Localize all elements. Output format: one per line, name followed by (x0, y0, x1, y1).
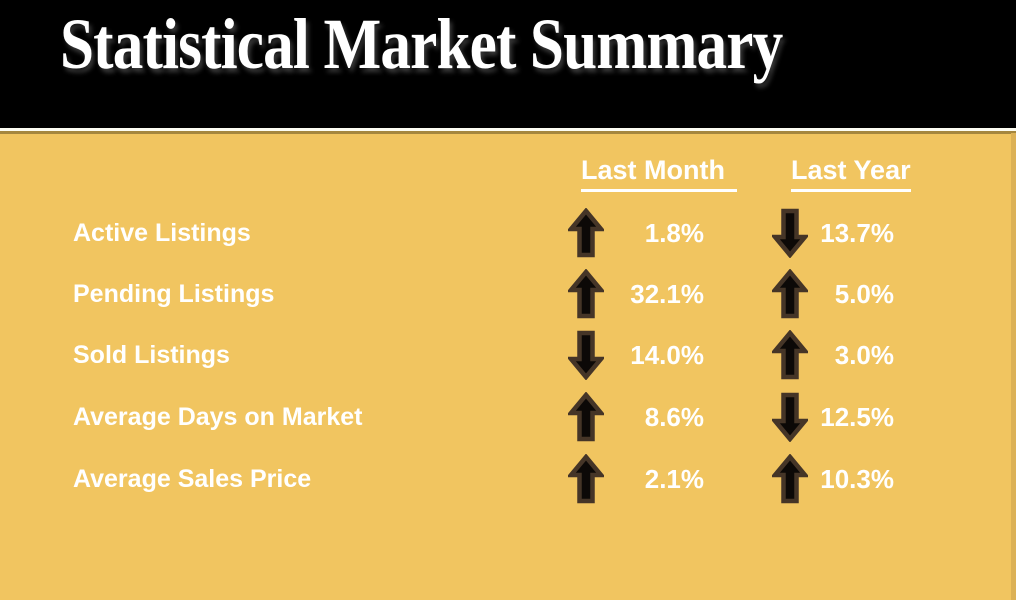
trend-arrow-icon (568, 392, 604, 442)
column-header-last-year: Last Year (791, 155, 911, 192)
last-month-value: 1.8% (644, 218, 704, 248)
last-year-value: 13.7% (820, 218, 894, 248)
row-label: Sold Listings (73, 341, 230, 369)
last-month-value: 2.1% (644, 464, 704, 494)
column-header-last-year-label: Last Year (791, 155, 911, 192)
divider-line-white (0, 128, 1016, 131)
table-row: Average Sales Price 2.1% 10.3% (0, 452, 1016, 506)
column-header-last-month: Last Month (578, 155, 740, 192)
trend-arrow-icon (772, 454, 808, 504)
last-year-value: 12.5% (820, 402, 894, 432)
table-row: Average Days on Market 8.6% 12.5% (0, 390, 1016, 444)
last-month-value: 8.6% (644, 402, 704, 432)
row-label: Average Sales Price (73, 465, 312, 493)
trend-arrow-icon (568, 269, 604, 319)
column-headers: Last Month Last Year (0, 155, 1016, 197)
trend-arrow-icon (772, 269, 808, 319)
right-edge-shade (1011, 133, 1016, 600)
trend-arrow-icon (772, 330, 808, 380)
row-label: Pending Listings (73, 280, 275, 308)
trend-arrow-icon (772, 208, 808, 258)
trend-arrow-icon (772, 392, 808, 442)
page-title: Statistical Market Summary (60, 4, 783, 84)
row-label: Average Days on Market (73, 403, 363, 431)
last-month-value: 32.1% (630, 279, 704, 309)
trend-arrow-icon (568, 454, 604, 504)
divider-line-accent (0, 131, 1016, 134)
table-row: Pending Listings 32.1% 5.0% (0, 267, 1016, 321)
last-year-value: 5.0% (834, 279, 894, 309)
trend-arrow-icon (568, 330, 604, 380)
title-bar: Statistical Market Summary (0, 0, 1016, 128)
last-month-value: 14.0% (630, 340, 704, 370)
last-year-value: 3.0% (834, 340, 894, 370)
column-header-last-month-label: Last Month (581, 155, 737, 192)
last-year-value: 10.3% (820, 464, 894, 494)
trend-arrow-icon (568, 208, 604, 258)
row-label: Active Listings (73, 219, 251, 247)
table-row: Active Listings 1.8% 13.7% (0, 206, 1016, 260)
table-row: Sold Listings 14.0% 3.0% (0, 328, 1016, 382)
